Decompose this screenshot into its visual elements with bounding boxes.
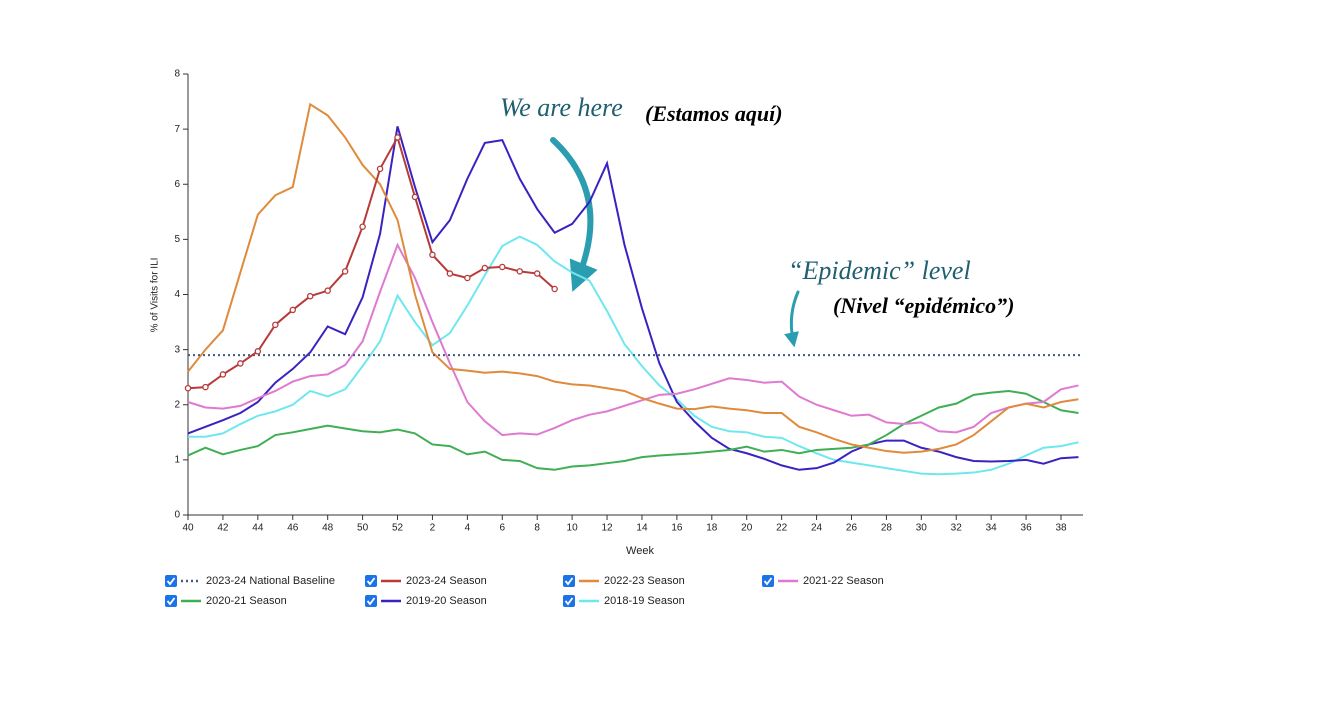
legend-check	[564, 597, 574, 606]
point	[499, 263, 506, 271]
y-tick-label: 7	[174, 124, 180, 135]
legend-check	[366, 597, 376, 606]
point	[237, 360, 244, 367]
legend-check	[564, 577, 574, 586]
x-tick-label: 26	[846, 523, 858, 534]
x-tick-label: 20	[741, 523, 753, 534]
x-tick-label: 10	[567, 523, 579, 534]
y-tick-label: 2	[174, 399, 180, 410]
y-tick-label: 3	[174, 344, 180, 355]
legend-label: 2019-20 Season	[406, 595, 487, 607]
legend-checkbox[interactable]	[365, 575, 377, 587]
annotation: “Epidemic” level	[788, 256, 971, 285]
legend-checkbox[interactable]	[165, 595, 177, 607]
legend-checkbox[interactable]	[762, 575, 774, 587]
point	[359, 223, 366, 230]
x-tick-label: 22	[776, 523, 788, 534]
arrow	[784, 290, 800, 348]
x-tick-label: 14	[636, 523, 648, 534]
x-tick-label: 44	[252, 523, 264, 534]
legend-checkbox[interactable]	[165, 575, 177, 587]
legend-check	[166, 577, 176, 586]
point	[202, 383, 209, 391]
legend-label: 2020-21 Season	[206, 595, 287, 607]
point	[516, 268, 523, 275]
x-tick-label: 12	[601, 523, 613, 534]
series-line	[187, 242, 1079, 437]
x-tick-label: 8	[534, 523, 540, 534]
point	[551, 285, 558, 293]
x-tick-label: 18	[706, 523, 718, 534]
series-line	[187, 102, 1079, 454]
legend-label: 2023-24 Season	[406, 575, 487, 587]
x-tick-label: 30	[916, 523, 928, 534]
legend-label: 2023-24 National Baseline	[206, 575, 335, 587]
point	[394, 134, 401, 141]
point	[306, 292, 314, 300]
legend-checkbox[interactable]	[563, 595, 575, 607]
annotation: (Nivel “epidémico”)	[833, 293, 1014, 318]
series-line	[187, 389, 1079, 471]
annotation: We are here	[500, 93, 623, 122]
legend-check	[166, 597, 176, 606]
point	[481, 264, 489, 272]
y-tick-label: 5	[174, 234, 180, 245]
point	[254, 348, 262, 355]
x-tick-label: 52	[392, 523, 404, 534]
x-tick-label: 36	[1021, 523, 1033, 534]
point	[289, 306, 297, 314]
point	[533, 270, 541, 277]
x-axis-label: Week	[626, 545, 654, 557]
x-tick-label: 48	[322, 523, 334, 534]
point	[184, 384, 192, 392]
x-tick-label: 16	[671, 523, 683, 534]
y-tick-label: 0	[174, 510, 180, 521]
x-tick-label: 28	[881, 523, 893, 534]
y-axis-label: % of Visits for ILI	[150, 258, 161, 333]
legend-label: 2022-23 Season	[604, 575, 685, 587]
point	[324, 287, 331, 294]
y-tick-label: 6	[174, 179, 180, 190]
annotation: (Estamos aquí)	[645, 101, 783, 126]
point	[376, 165, 384, 173]
legend-checkbox[interactable]	[563, 575, 575, 587]
x-tick-label: 32	[951, 523, 963, 534]
x-tick-label: 50	[357, 523, 369, 534]
series-line	[187, 134, 556, 390]
x-tick-label: 4	[465, 523, 471, 534]
x-tick-label: 2	[430, 523, 436, 534]
legend-check	[763, 577, 773, 586]
point	[411, 193, 419, 201]
point	[464, 274, 471, 282]
legend-checkbox[interactable]	[365, 595, 377, 607]
legend-check	[366, 577, 376, 586]
x-tick-label: 34	[986, 523, 998, 534]
y-tick-label: 4	[174, 289, 180, 300]
point	[272, 321, 279, 329]
x-tick-label: 6	[499, 523, 505, 534]
point	[429, 251, 436, 259]
y-tick-label: 1	[174, 455, 180, 466]
legend-label: 2018-19 Season	[604, 595, 685, 607]
point	[341, 268, 349, 275]
x-tick-label: 42	[217, 523, 229, 534]
x-tick-label: 38	[1055, 523, 1067, 534]
x-tick-label: 24	[811, 523, 823, 534]
x-tick-label: 40	[182, 523, 194, 534]
y-tick-label: 8	[174, 69, 180, 80]
point	[219, 371, 227, 378]
x-tick-label: 46	[287, 523, 299, 534]
legend-label: 2021-22 Season	[803, 575, 884, 587]
point	[446, 270, 454, 277]
